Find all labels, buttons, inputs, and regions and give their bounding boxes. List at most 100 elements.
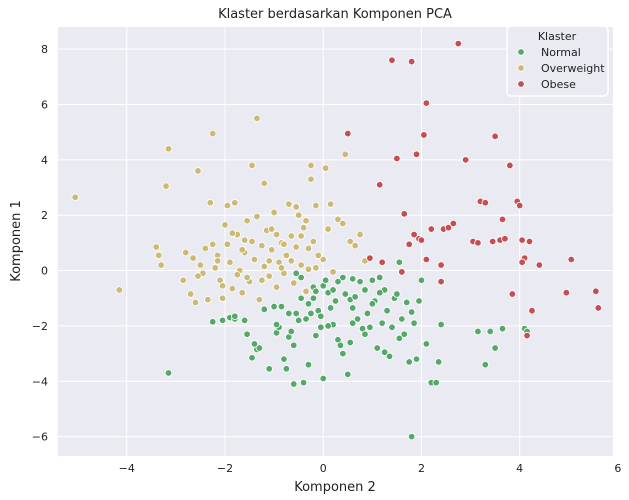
data-point (519, 237, 526, 244)
data-point (475, 328, 482, 335)
data-point (317, 313, 324, 320)
data-point (487, 328, 494, 335)
data-point (165, 370, 172, 377)
data-point (266, 273, 273, 280)
x-tick-label: 2 (418, 462, 425, 475)
data-point (317, 324, 324, 331)
data-point (401, 211, 408, 218)
data-point (293, 204, 300, 211)
data-point (413, 151, 420, 158)
data-point (254, 213, 261, 220)
x-tick-label: −2 (217, 462, 233, 475)
data-point (455, 40, 462, 47)
data-point (281, 241, 288, 248)
data-point (418, 237, 425, 244)
data-point (293, 270, 300, 277)
data-point (352, 242, 359, 249)
data-point (376, 289, 383, 296)
data-point (340, 350, 347, 357)
x-tick-label: 4 (516, 462, 523, 475)
data-point (212, 264, 219, 271)
data-point (332, 298, 339, 305)
y-tick-label: 8 (41, 43, 48, 56)
data-point (516, 202, 523, 209)
data-point (286, 201, 293, 208)
data-point (379, 259, 386, 266)
data-point (281, 356, 288, 363)
data-point (305, 300, 312, 307)
data-point (268, 226, 275, 233)
data-point (313, 332, 320, 339)
y-tick-label: 6 (41, 98, 48, 111)
data-point (303, 288, 310, 295)
data-point (396, 259, 403, 266)
data-point (330, 287, 337, 294)
data-point (450, 220, 457, 227)
data-point (190, 255, 197, 262)
legend-label: Obese (541, 78, 576, 91)
data-point (313, 202, 320, 209)
x-axis-label: Komponen 2 (294, 480, 376, 495)
y-tick-label: 4 (41, 154, 48, 167)
data-point (364, 310, 371, 317)
data-point (229, 285, 236, 292)
data-point (335, 278, 342, 285)
data-point (413, 356, 420, 363)
data-point (266, 366, 273, 373)
data-point (502, 235, 509, 242)
data-point (259, 242, 266, 249)
data-point (256, 296, 263, 303)
data-point (389, 324, 396, 331)
data-point (362, 287, 369, 294)
data-point (376, 274, 383, 281)
data-point (273, 231, 280, 238)
data-point (244, 274, 251, 281)
data-point (475, 240, 482, 247)
data-point (344, 371, 351, 378)
data-point (244, 331, 251, 338)
data-point (416, 298, 423, 305)
data-point (349, 320, 356, 327)
data-point (344, 130, 351, 137)
data-point (482, 199, 489, 206)
data-point (195, 273, 202, 280)
data-point (499, 216, 506, 223)
data-point (406, 359, 413, 366)
data-point (524, 332, 531, 339)
data-point (273, 321, 280, 328)
data-point (187, 291, 194, 298)
legend-marker (518, 81, 525, 88)
data-point (300, 379, 307, 386)
data-point (295, 317, 302, 324)
data-point (322, 165, 329, 172)
data-point (219, 317, 226, 324)
data-point (234, 271, 241, 278)
data-point (224, 241, 231, 248)
data-point (207, 199, 214, 206)
data-point (283, 366, 290, 373)
data-point (232, 199, 239, 206)
data-point (305, 361, 312, 368)
legend-marker (518, 49, 525, 56)
data-point (249, 162, 256, 169)
data-point (423, 256, 430, 263)
data-point (327, 201, 334, 208)
data-point (214, 258, 221, 265)
data-point (509, 291, 516, 298)
data-point (158, 262, 165, 269)
data-point (283, 252, 290, 259)
data-point (229, 230, 236, 237)
data-point (408, 433, 415, 440)
data-point (347, 339, 354, 346)
y-tick-label: 0 (41, 265, 48, 278)
data-point (261, 180, 268, 187)
data-point (298, 262, 305, 269)
data-point (195, 168, 202, 175)
data-point (268, 247, 275, 254)
data-point (290, 381, 297, 388)
data-point (310, 238, 317, 245)
data-point (435, 359, 442, 366)
x-tick-label: 0 (320, 462, 327, 475)
data-point (322, 277, 329, 284)
